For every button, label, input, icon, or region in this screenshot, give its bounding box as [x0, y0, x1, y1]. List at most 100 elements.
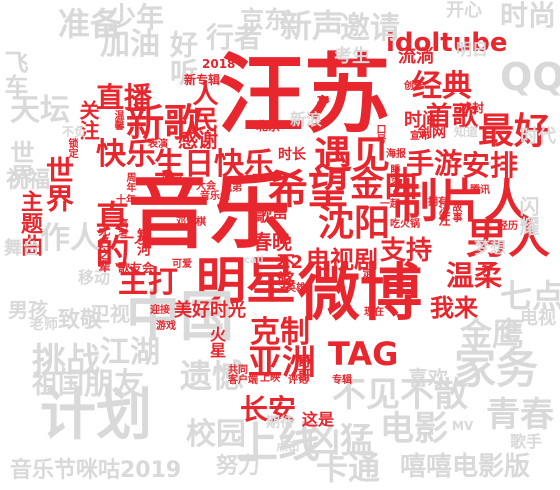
- cloud-word: 主题曲: [17, 190, 42, 256]
- cloud-word: 舞台: [4, 238, 40, 259]
- cloud-word: TAG: [328, 335, 399, 373]
- cloud-word: 一定: [360, 258, 371, 278]
- cloud-word: 我来: [430, 294, 478, 322]
- cloud-word: 致敬: [58, 308, 103, 333]
- cloud-word: 关注: [76, 100, 100, 140]
- cloud-word: 真的: [89, 200, 129, 268]
- cloud-word: 英雄: [286, 283, 306, 294]
- cloud-word: 游戏: [156, 321, 176, 332]
- cloud-word: 时尚: [500, 0, 557, 32]
- cloud-word: call: [244, 255, 264, 266]
- cloud-word: 不够: [274, 253, 295, 289]
- cloud-word: 人民: [188, 80, 218, 132]
- cloud-word: 支持: [380, 236, 433, 266]
- cloud-word: 最好: [478, 111, 551, 152]
- cloud-word: 电视: [520, 308, 556, 329]
- cloud-word: 金曲: [350, 165, 418, 205]
- cloud-word: 嘻嘻电影版: [400, 452, 531, 482]
- cloud-word: 高考: [116, 218, 127, 238]
- cloud-word: 移动: [78, 268, 111, 287]
- cloud-word: 音乐节咪咕2019: [10, 458, 182, 483]
- cloud-word: 表演: [148, 139, 168, 150]
- cloud-word: 感谢: [178, 128, 218, 152]
- cloud-word: 可爱: [172, 259, 192, 270]
- cloud-word: 老师: [30, 317, 58, 333]
- cloud-word: 时代: [520, 126, 556, 147]
- cloud-word: 明星: [196, 252, 296, 310]
- cloud-word: 共同: [228, 365, 248, 376]
- cloud-word: 飞车: [0, 50, 28, 98]
- cloud-word: 计划: [40, 383, 152, 448]
- cloud-word: 祝福: [6, 168, 51, 193]
- cloud-word: 锁定: [66, 138, 77, 158]
- cloud-word: 校园: [186, 417, 246, 452]
- cloud-word: 故事: [450, 202, 461, 222]
- cloud-word: 春晚: [252, 230, 292, 254]
- cloud-word: 宣布: [410, 131, 430, 142]
- cloud-word: 音乐: [128, 165, 293, 260]
- cloud-word: 客户端: [228, 375, 258, 386]
- cloud-word: 冰封: [460, 101, 485, 115]
- cloud-word: 首歌: [426, 102, 479, 132]
- cloud-word: 经典: [412, 69, 472, 104]
- cloud-word: 剑网: [418, 125, 446, 141]
- cloud-word: 十年: [116, 195, 136, 206]
- cloud-word: 梦想: [474, 238, 507, 257]
- cloud-word: 歌手: [510, 432, 543, 451]
- cloud-word: 北京: [256, 119, 281, 133]
- cloud-word: 努力: [216, 454, 261, 479]
- cloud-word: 中国: [126, 285, 234, 348]
- cloud-word: 流淌: [398, 46, 434, 67]
- cloud-word: 不负: [62, 125, 87, 139]
- cloud-word: 哥哥: [295, 354, 311, 382]
- cloud-word: 生日快乐: [154, 147, 274, 182]
- cloud-word: idoltube: [386, 28, 508, 58]
- cloud-word: 卡通: [316, 449, 381, 487]
- cloud-word: 12: [278, 252, 304, 273]
- cloud-word: 长安: [240, 393, 297, 426]
- cloud-word: 喜欢: [408, 366, 448, 390]
- cloud-word: 邀请: [340, 11, 400, 46]
- cloud-word: 加油: [100, 27, 160, 62]
- cloud-word: 歌友会: [118, 261, 155, 275]
- cloud-word: 不见不散: [332, 375, 468, 415]
- cloud-word: 创作: [404, 81, 424, 92]
- cloud-word: 电影: [380, 409, 448, 449]
- cloud-word: 新浪: [290, 110, 323, 129]
- cloud-word: 好听: [166, 30, 199, 86]
- cloud-word: 火星: [207, 326, 226, 358]
- cloud-word: 电视剧: [306, 246, 378, 274]
- cloud-word: 迎接: [150, 305, 170, 316]
- cloud-word: 美好时光: [174, 300, 246, 321]
- cloud-word: 新专辑: [184, 73, 221, 87]
- cloud-word: 行者: [206, 21, 263, 54]
- cloud-word: 天坛: [10, 93, 70, 128]
- cloud-word: 制片人: [392, 174, 530, 228]
- cloud-word: 手游: [406, 147, 463, 180]
- cloud-word: 祖国: [32, 370, 85, 400]
- cloud-word: 点击: [276, 439, 301, 453]
- cloud-word: 专辑: [332, 375, 352, 386]
- cloud-word: 世界: [42, 156, 75, 212]
- cloud-word: 江湖: [100, 335, 160, 370]
- cloud-word: 金鹰: [460, 315, 525, 353]
- cloud-word: QQ: [500, 55, 560, 99]
- cloud-word: 一人: [120, 231, 148, 247]
- cloud-word: 家务: [454, 344, 539, 393]
- cloud-word: 时间: [404, 110, 440, 131]
- cloud-word: 上线: [236, 418, 321, 467]
- cloud-word: 吃火锅: [390, 219, 420, 230]
- cloud-word: 主打: [118, 265, 178, 300]
- cloud-word: 现在: [364, 307, 384, 318]
- cloud-word: 知道: [454, 125, 479, 139]
- cloud-word: 银河: [135, 228, 151, 256]
- cloud-word: 海报: [386, 149, 406, 160]
- cloud-word: 这是: [302, 410, 335, 429]
- cloud-word: 汪苏: [218, 45, 390, 145]
- cloud-word: 新歌: [126, 101, 203, 145]
- cloud-word: 希望: [268, 167, 348, 213]
- cloud-word: 歌声: [256, 206, 289, 225]
- cloud-word: 遇见: [314, 133, 391, 177]
- cloud-word: 温柔: [446, 259, 503, 292]
- cloud-word: 克制: [250, 315, 310, 350]
